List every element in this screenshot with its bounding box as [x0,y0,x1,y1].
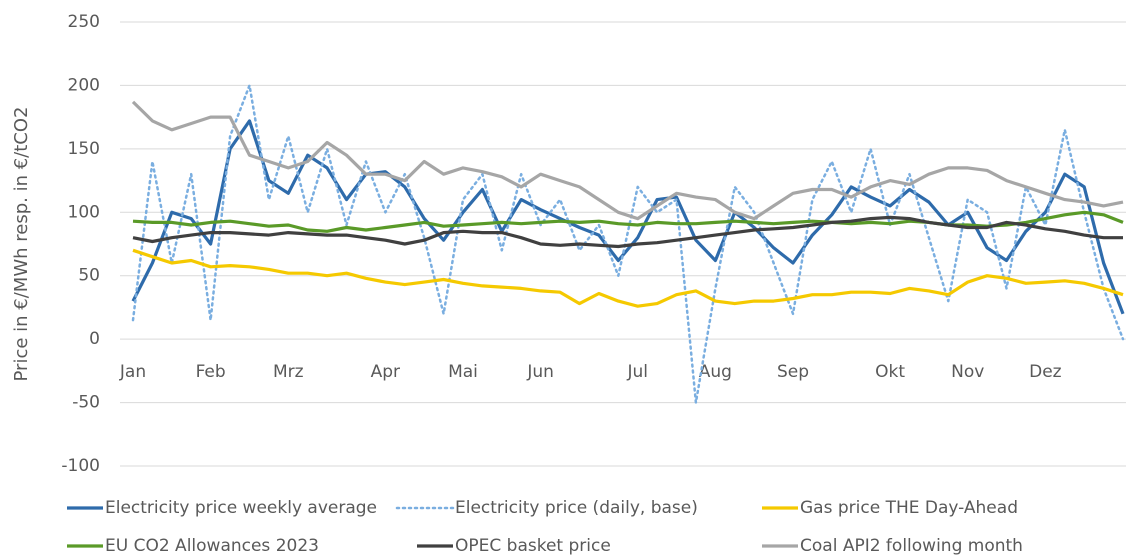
x-tick-label: Feb [196,362,226,382]
y-tick-label: -100 [61,456,100,476]
x-tick-label: Jan [119,362,146,382]
y-tick-label: 50 [78,266,100,286]
legend-label: Electricity price (daily, base) [455,498,698,518]
y-tick-label: -50 [72,393,100,413]
y-axis-label: Price in €/MWh resp. in €/tCO2 [11,107,32,382]
series-line [131,100,1124,221]
x-tick-label: Sep [777,362,809,382]
legend-label: Coal API2 following month [800,536,1023,556]
y-tick-label: 250 [68,12,100,32]
series-line [131,84,1125,404]
x-tick-label: Okt [875,362,905,382]
series-line [132,215,1123,249]
x-tick-label: Nov [951,362,984,382]
series-line [132,248,1124,308]
y-tick-label: 200 [68,75,100,95]
legend-label: Gas price THE Day-Ahead [800,498,1018,518]
y-tick-label: 100 [68,202,100,222]
legend-label: EU CO2 Allowances 2023 [105,536,319,556]
x-tick-label: Mai [448,362,478,382]
y-tick-label: 0 [89,329,100,349]
x-tick-label: Mrz [273,362,304,382]
legend-label: OPEC basket price [455,536,611,556]
x-tick-label: Jul [626,362,648,382]
series-line [131,119,1125,315]
x-tick-label: Jun [526,362,554,382]
x-tick-label: Aug [699,362,732,382]
x-tick-label: Apr [371,362,400,382]
legend-label: Electricity price weekly average [105,498,377,518]
y-tick-label: 150 [68,139,100,159]
x-tick-label: Dez [1029,362,1062,382]
